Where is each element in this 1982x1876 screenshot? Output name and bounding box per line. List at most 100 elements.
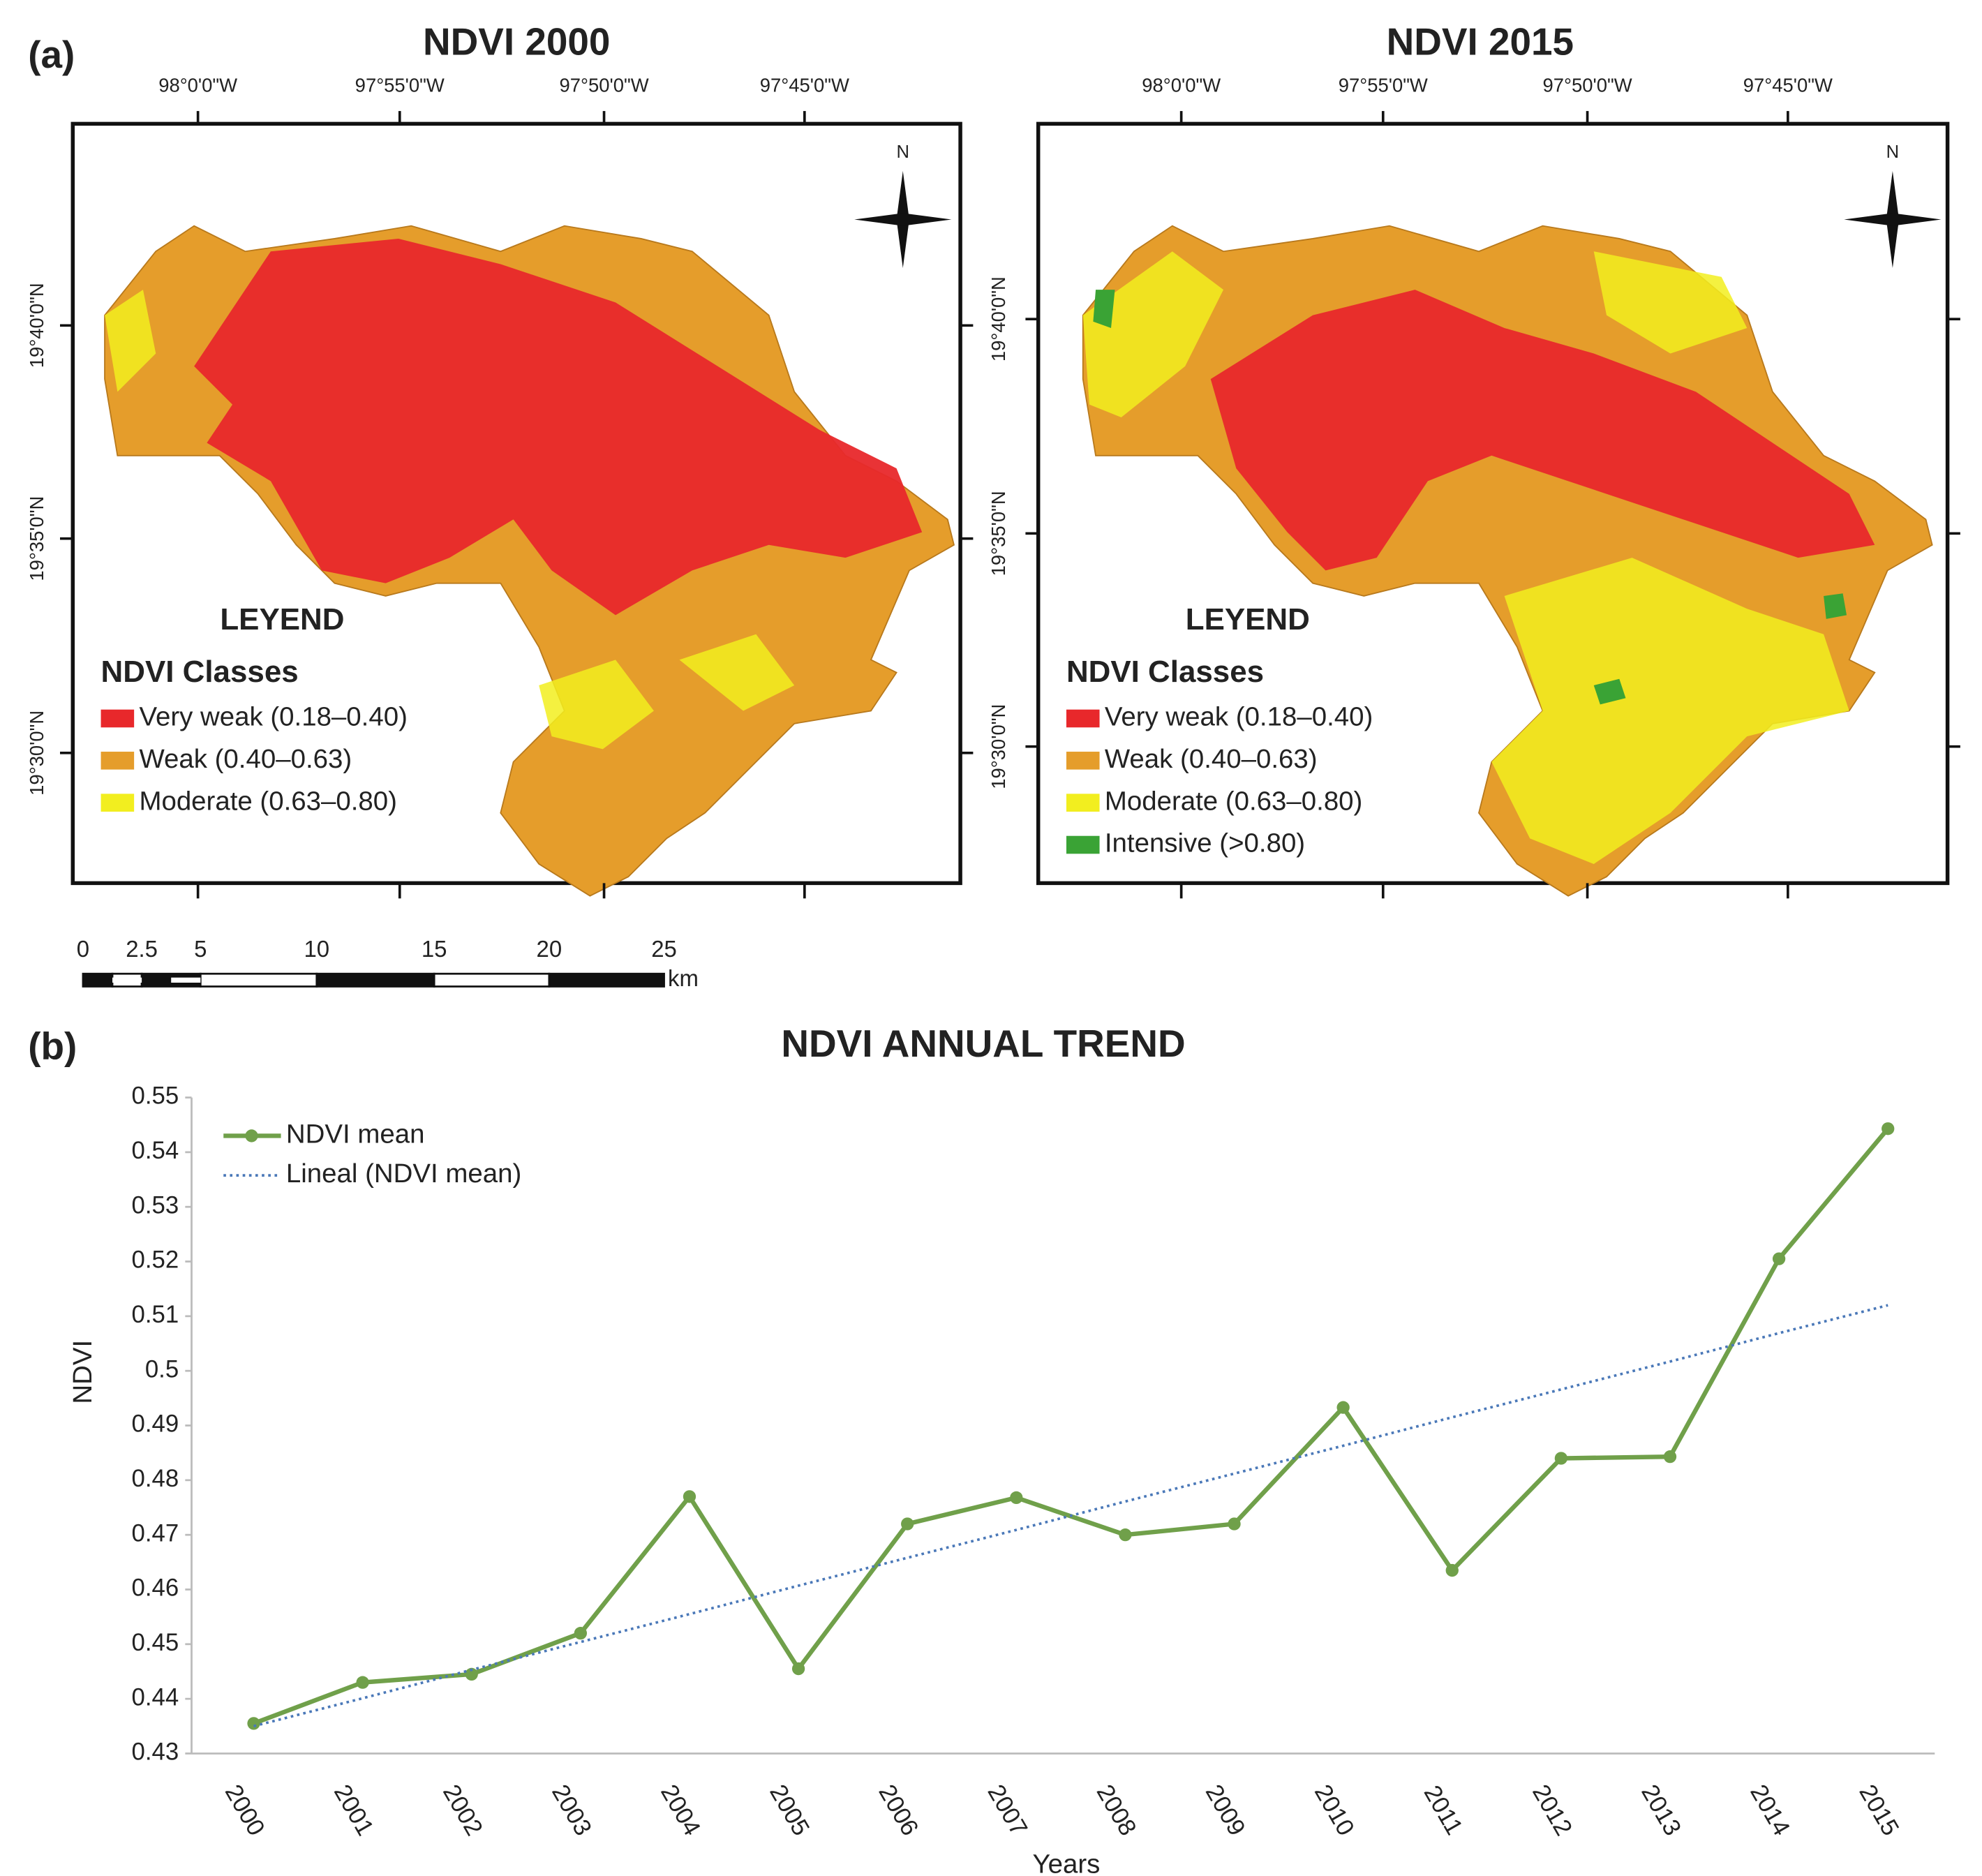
data-point — [1010, 1491, 1023, 1505]
y-axis-label: NDVI — [68, 1340, 98, 1404]
legend-label: NDVI mean — [286, 1119, 425, 1149]
longitude-label: 97°45'0"W — [760, 75, 849, 96]
north-arrow — [1844, 213, 1942, 226]
scale-bar-segment — [171, 977, 201, 983]
data-point — [1554, 1452, 1568, 1465]
longitude-label: 97°50'0"W — [559, 75, 648, 96]
x-tick-label: 2008 — [1091, 1780, 1142, 1840]
longitude-label: 97°50'0"W — [1542, 75, 1632, 96]
legend-label: Lineal (NDVI mean) — [286, 1159, 521, 1189]
x-axis-label: Years — [1033, 1849, 1101, 1876]
data-point — [247, 1717, 260, 1730]
y-tick-label: 0.46 — [132, 1575, 179, 1602]
y-tick-label: 0.54 — [132, 1138, 179, 1164]
legend-label: Moderate (0.63–0.80) — [139, 786, 397, 816]
data-point — [1772, 1252, 1786, 1265]
x-tick-label: 2000 — [220, 1780, 270, 1840]
data-line — [253, 1127, 1890, 1726]
latitude-label: 19°40'0"N — [26, 283, 47, 368]
data-point — [356, 1676, 369, 1689]
trend-line — [253, 1304, 1888, 1728]
y-tick-label: 0.51 — [132, 1302, 179, 1328]
longitude-label: 97°45'0"W — [1743, 75, 1833, 96]
legend-subheading: NDVI Classes — [1066, 655, 1264, 689]
legend-label: Very weak (0.18–0.40) — [1105, 702, 1373, 732]
legend-heading: LEYEND — [220, 602, 344, 636]
map-region — [104, 225, 955, 897]
intensive-area — [1093, 290, 1115, 328]
longitude-label: 97°55'0"W — [1339, 75, 1428, 96]
x-tick-label: 2001 — [329, 1780, 379, 1840]
data-point — [1882, 1122, 1895, 1136]
moderate-area — [679, 634, 795, 711]
latitude-label: 19°30'0"N — [26, 710, 47, 796]
x-tick-label: 2013 — [1636, 1780, 1686, 1840]
x-tick-label: 2011 — [1419, 1781, 1468, 1840]
panel-label: (a) — [28, 33, 75, 76]
legend-heading: LEYEND — [1186, 602, 1310, 636]
data-point — [901, 1517, 914, 1531]
moderate-area — [539, 660, 654, 750]
scale-label: 25 — [651, 936, 677, 962]
chart-title: NDVI ANNUAL TREND — [781, 1022, 1185, 1065]
legend-swatch — [1066, 709, 1100, 728]
legend-marker — [245, 1129, 258, 1142]
data-point — [791, 1662, 805, 1676]
longitude-label: 97°55'0"W — [355, 75, 445, 96]
legend-swatch — [1066, 835, 1100, 854]
data-point — [1228, 1517, 1241, 1531]
latitude-label: 19°40'0"N — [988, 276, 1009, 362]
moderate-area — [1593, 251, 1748, 354]
scale-label: 5 — [194, 936, 207, 962]
scale-label: 2.5 — [126, 936, 158, 962]
longitude-label: 98°0'0"W — [158, 75, 237, 96]
scale-bar-segment — [315, 972, 435, 988]
y-tick-label: 0.53 — [132, 1192, 179, 1219]
legend-label: Weak (0.40–0.63) — [1105, 744, 1318, 774]
data-point — [574, 1627, 588, 1640]
legend-label: Very weak (0.18–0.40) — [139, 702, 407, 732]
legend-subheading: NDVI Classes — [101, 655, 299, 689]
legend-swatch — [1066, 794, 1100, 812]
moderate-area — [105, 290, 156, 392]
y-tick-label: 0.45 — [132, 1630, 179, 1656]
data-point — [465, 1667, 478, 1681]
map-region — [1082, 225, 1933, 897]
x-tick-label: 2004 — [655, 1780, 706, 1840]
latitude-label: 19°35'0"N — [988, 491, 1009, 576]
y-tick-label: 0.5 — [145, 1356, 179, 1383]
legend-swatch — [1066, 752, 1100, 770]
legend-swatch — [100, 752, 135, 770]
x-tick-label: 2015 — [1854, 1780, 1904, 1840]
x-tick-label: 2007 — [982, 1780, 1032, 1840]
x-tick-label: 2014 — [1745, 1780, 1795, 1840]
data-point — [1336, 1401, 1350, 1414]
y-tick-label: 0.49 — [132, 1411, 179, 1438]
x-tick-label: 2003 — [546, 1780, 597, 1840]
x-tick-label: 2002 — [438, 1780, 488, 1840]
intensive-area — [1593, 678, 1626, 705]
scale-label: 0 — [77, 936, 89, 962]
scale-label: 20 — [537, 936, 562, 962]
moderate-area — [1491, 558, 1849, 864]
map-title: NDVI 2015 — [1387, 20, 1574, 64]
data-point — [683, 1490, 696, 1503]
data-point — [1663, 1450, 1677, 1464]
map-title: NDVI 2000 — [423, 20, 610, 64]
legend-swatch — [100, 794, 135, 812]
scale-bar-segment — [112, 977, 142, 983]
legend-label: Moderate (0.63–0.80) — [1105, 786, 1363, 816]
longitude-label: 98°0'0"W — [1142, 75, 1221, 96]
y-tick-label: 0.43 — [132, 1739, 179, 1766]
y-tick-label: 0.55 — [132, 1083, 179, 1110]
y-tick-label: 0.47 — [132, 1520, 179, 1547]
y-tick-label: 0.52 — [132, 1247, 179, 1274]
panel-label: (b) — [28, 1025, 77, 1068]
x-tick-label: 2009 — [1200, 1780, 1251, 1840]
latitude-label: 19°30'0"N — [988, 704, 1009, 789]
very-weak-area — [1210, 290, 1875, 571]
x-tick-label: 2012 — [1527, 1780, 1577, 1840]
x-tick-label: 2010 — [1309, 1780, 1359, 1840]
data-point — [1119, 1528, 1132, 1542]
